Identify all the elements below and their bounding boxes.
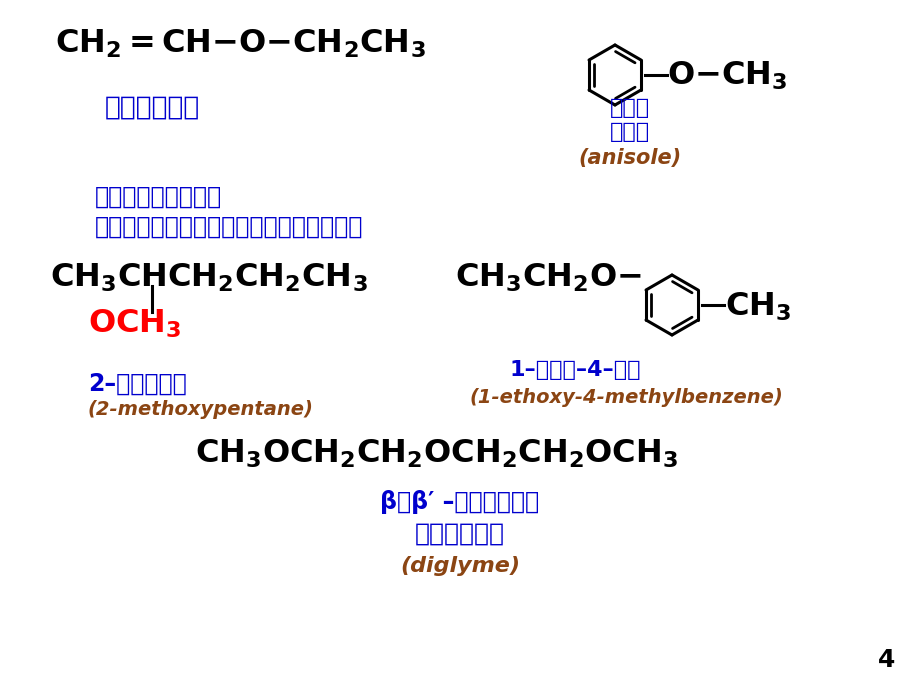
Text: $\mathbf{CH_3}$: $\mathbf{CH_3}$	[724, 291, 790, 324]
Text: $\mathbf{OCH_3}$: $\mathbf{OCH_3}$	[88, 308, 181, 340]
Text: (diglyme): (diglyme)	[400, 556, 519, 576]
Text: 2–甲氧基戊烷: 2–甲氧基戊烷	[88, 372, 187, 396]
Text: $\mathbf{CH_2{=}CH{-}O{-}CH_2CH_3}$: $\mathbf{CH_2{=}CH{-}O{-}CH_2CH_3}$	[55, 28, 425, 61]
Text: (2-methoxypentane): (2-methoxypentane)	[88, 400, 313, 419]
Text: $\mathbf{O{-}CH_3}$: $\mathbf{O{-}CH_3}$	[666, 60, 787, 92]
Text: $\mathbf{CH_3CHCH_2CH_2CH_3}$: $\mathbf{CH_3CHCH_2CH_2CH_3}$	[50, 262, 368, 295]
Text: 乙基乙烯基醚: 乙基乙烯基醚	[105, 95, 200, 121]
Text: 4: 4	[877, 648, 894, 672]
Text: (anisole): (anisole)	[578, 148, 681, 168]
Text: 二甘醇二甲醚: 二甘醇二甲醚	[414, 522, 505, 546]
Text: 苯甲醚: 苯甲醚	[609, 98, 650, 118]
Text: 茴香醚: 茴香醚	[609, 122, 650, 142]
Text: β，β′ –二甲氧基乙醚: β，β′ –二甲氧基乙醚	[380, 490, 539, 514]
Text: (1-ethoxy-4-methylbenzene): (1-ethoxy-4-methylbenzene)	[470, 388, 783, 407]
Text: 对于结构复杂的醚：: 对于结构复杂的醚：	[95, 185, 221, 209]
Text: $\mathbf{CH_3CH_2O{-}}$: $\mathbf{CH_3CH_2O{-}}$	[455, 262, 641, 295]
Text: $\mathbf{CH_3OCH_2CH_2OCH_2CH_2OCH_3}$: $\mathbf{CH_3OCH_2CH_2OCH_2CH_2OCH_3}$	[195, 438, 677, 471]
Text: 较大的烃基作为母体，烃氧基作为取代基。: 较大的烃基作为母体，烃氧基作为取代基。	[95, 215, 363, 239]
Text: 1–乙氧基–4–甲苯: 1–乙氧基–4–甲苯	[509, 360, 641, 380]
